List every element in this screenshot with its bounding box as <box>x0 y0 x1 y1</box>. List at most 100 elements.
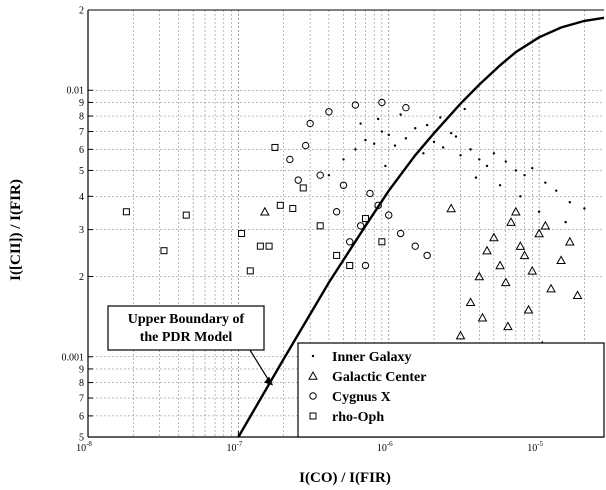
point-galactic-center <box>546 283 556 293</box>
pdr-boundary-curve <box>237 16 605 438</box>
point-inner-galaxy <box>459 154 462 157</box>
point-galactic-center <box>534 228 544 238</box>
point-inner-galaxy <box>404 137 408 140</box>
point-cygnus-x <box>385 211 393 219</box>
point-rho-oph <box>309 412 317 420</box>
point-cygnus-x <box>325 108 333 116</box>
point-rho-oph <box>346 261 354 269</box>
point-galactic-center <box>260 206 270 216</box>
point-cygnus-x <box>423 251 431 260</box>
point-inner-galaxy <box>380 130 384 133</box>
y-tick-label: 9 <box>79 98 84 109</box>
legend-label: Galactic Center <box>332 370 426 385</box>
point-galactic-center <box>446 203 457 213</box>
point-inner-galaxy <box>544 181 547 184</box>
point-inner-galaxy <box>478 158 481 161</box>
annotation-box <box>107 305 265 351</box>
legend-label: Cygnus X <box>332 390 391 405</box>
point-galactic-center <box>540 220 551 230</box>
point-rho-oph <box>246 267 254 275</box>
point-inner-galaxy <box>498 184 502 187</box>
point-cygnus-x <box>309 392 317 400</box>
point-rho-oph <box>316 222 324 230</box>
point-rho-oph <box>378 238 386 246</box>
legend-box <box>297 342 605 438</box>
point-galactic-center <box>477 312 488 322</box>
point-cygnus-x <box>351 101 360 109</box>
y-tick-label: 4 <box>79 192 84 203</box>
legend-label: rho-Oph <box>332 410 384 425</box>
point-inner-galaxy <box>393 144 397 147</box>
point-inner-galaxy <box>387 133 390 137</box>
point-cygnus-x <box>346 238 354 246</box>
point-inner-galaxy <box>519 195 522 198</box>
point-galactic-center <box>308 370 318 380</box>
y-tick-label: 9 <box>79 364 84 375</box>
legend: Inner Galaxy Galactic Center Cygnus X rho-O… <box>297 342 605 438</box>
point-inner-galaxy <box>414 127 417 130</box>
point-galactic-center <box>510 206 521 216</box>
point-inner-galaxy <box>504 160 507 163</box>
point-cygnus-x <box>286 155 294 164</box>
point-inner-galaxy <box>555 189 558 192</box>
point-inner-galaxy <box>384 164 387 168</box>
point-inner-galaxy <box>425 123 429 127</box>
point-rho-oph <box>333 251 341 259</box>
point-inner-galaxy <box>583 207 586 210</box>
y-tick-label: 2 <box>79 6 84 17</box>
y-tick-label: 6 <box>79 145 84 156</box>
x-tick-label: 10-6 <box>377 440 393 454</box>
x-tick-label: 10-7 <box>226 440 242 454</box>
point-cygnus-x <box>316 171 324 179</box>
point-inner-galaxy <box>327 173 331 177</box>
point-inner-galaxy <box>469 148 472 151</box>
point-rho-oph <box>182 211 190 219</box>
point-galactic-center <box>523 304 534 314</box>
point-cygnus-x <box>396 229 405 238</box>
point-galactic-center <box>455 330 466 340</box>
point-inner-galaxy <box>463 107 466 111</box>
point-galactic-center <box>489 232 499 242</box>
point-inner-galaxy <box>432 140 436 144</box>
y-tick-label: 3 <box>79 225 84 236</box>
point-rho-oph <box>271 143 279 151</box>
legend-label: Inner Galaxy <box>332 350 411 365</box>
annotation-arrow-line <box>249 349 271 383</box>
point-cygnus-x <box>378 98 386 107</box>
point-inner-galaxy <box>359 122 362 125</box>
point-rho-oph <box>160 247 168 255</box>
point-galactic-center <box>572 290 583 300</box>
annotation-arrow-head <box>264 376 274 386</box>
point-rho-oph <box>361 215 369 223</box>
point-inner-galaxy <box>364 138 367 142</box>
point-inner-galaxy <box>441 146 445 149</box>
point-galactic-center <box>519 250 530 260</box>
point-inner-galaxy <box>399 113 402 116</box>
point-inner-galaxy <box>474 176 478 179</box>
point-inner-galaxy <box>372 142 376 145</box>
annotation-text: the PDR Model <box>140 330 233 345</box>
point-inner-galaxy <box>564 220 567 224</box>
point-inner-galaxy <box>492 152 496 155</box>
point-inner-galaxy <box>311 354 315 358</box>
point-inner-galaxy <box>531 166 534 170</box>
point-inner-galaxy <box>449 131 453 135</box>
point-cygnus-x <box>356 222 365 230</box>
point-galactic-center <box>527 265 538 275</box>
x-tick-label: 10-8 <box>76 440 92 454</box>
y-tick-label: 6 <box>79 411 84 422</box>
point-galactic-center <box>515 241 526 250</box>
point-cygnus-x <box>332 208 341 216</box>
point-rho-oph <box>256 242 264 250</box>
point-galactic-center <box>500 277 511 287</box>
point-cygnus-x <box>294 176 302 184</box>
point-galactic-center <box>474 271 485 281</box>
point-inner-galaxy <box>514 169 518 172</box>
point-inner-galaxy <box>485 164 489 168</box>
point-rho-oph <box>289 204 297 212</box>
point-galactic-center <box>556 255 566 265</box>
point-inner-galaxy <box>342 158 345 161</box>
point-inner-galaxy <box>439 116 442 119</box>
